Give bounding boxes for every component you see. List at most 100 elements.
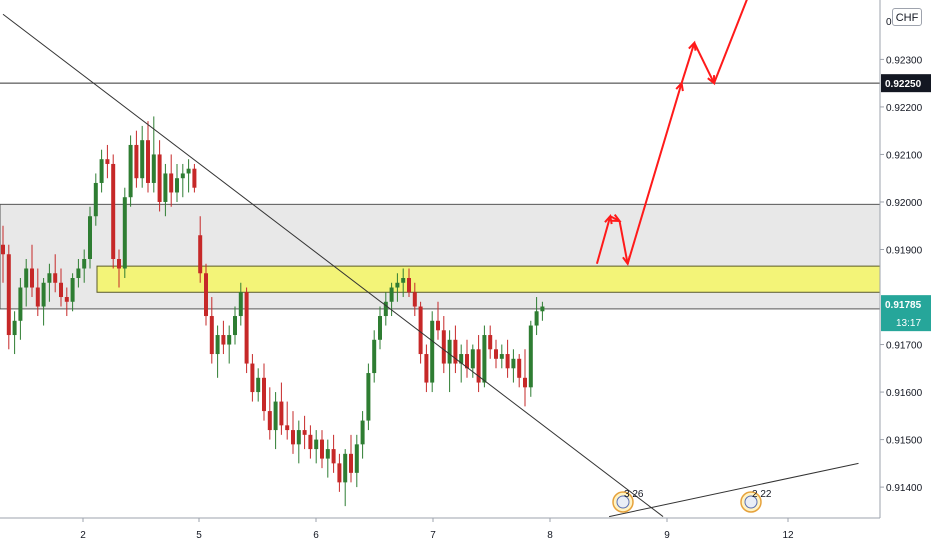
time-axis[interactable]: 2 5 6 7 8 9 12 [80, 518, 794, 541]
candle-body [470, 349, 475, 369]
candle-body [441, 330, 446, 364]
candle-body [354, 444, 359, 473]
zones [0, 203, 881, 310]
candle-body [285, 425, 290, 431]
trendlines [2, 13, 859, 518]
candle-body [494, 349, 498, 359]
candle-body [53, 273, 58, 283]
candle-body [296, 430, 301, 445]
candle-body [70, 278, 75, 302]
candle-body [6, 254, 11, 336]
y-tick-label-partial: 0 [886, 17, 892, 28]
flag-emblem-icon [744, 495, 758, 509]
projection-segment [713, 0, 748, 84]
candle-body [35, 287, 40, 307]
grey-supply-zone [0, 203, 881, 310]
candle-body [99, 159, 104, 183]
event-label: 2 22 [752, 489, 772, 500]
y-tick-label: 0.92200 [886, 103, 923, 114]
candle-body [134, 144, 139, 179]
candle-body [175, 178, 179, 193]
candle-body [331, 449, 336, 464]
candle-body [209, 316, 214, 355]
candle-body [82, 259, 87, 269]
projection-arrowhead [604, 214, 613, 225]
candle-body [465, 354, 469, 369]
projection-path [595, 0, 748, 267]
x-tick-label: 8 [547, 530, 553, 541]
candle-body [540, 306, 545, 312]
y-tick-label: 0.91900 [886, 245, 923, 256]
candle-body [528, 325, 533, 388]
candle-body [424, 354, 429, 383]
yellow-zone [96, 265, 881, 293]
candle-body [105, 159, 110, 164]
x-tick-label: 12 [782, 530, 794, 541]
candle-body [18, 287, 23, 321]
y-tick-label: 0.91600 [886, 388, 923, 399]
candle-body [453, 339, 458, 364]
candle-body [459, 354, 464, 364]
flag-emblem-icon [616, 495, 630, 509]
candle-body [505, 354, 510, 369]
candle-body [30, 268, 34, 288]
candle-body [418, 306, 423, 355]
candle-body [366, 373, 371, 421]
candle-body [511, 358, 516, 369]
candle-body [436, 320, 440, 331]
candle-body [401, 278, 406, 283]
candle-body [407, 278, 411, 293]
x-tick-label: 5 [196, 530, 202, 541]
candle-body [117, 259, 121, 269]
event-markers[interactable]: 3 26 2 22 [612, 489, 772, 513]
candle-body [192, 168, 197, 188]
descending-trendline [2, 13, 664, 517]
y-tick-label: 0.92100 [886, 150, 923, 161]
candle-body [76, 268, 81, 279]
candle-body [372, 339, 377, 374]
candle-body [157, 154, 162, 202]
price-axis[interactable]: 0.92300 0.92200 0.92100 0.92000 0.91900 0.917… [880, 17, 923, 494]
projection-segment [693, 42, 715, 84]
y-tick-label: 0.92300 [886, 55, 923, 66]
candle-body [233, 316, 237, 336]
projection-arrowhead [688, 40, 697, 51]
candle-body [523, 377, 527, 388]
candle-body [47, 273, 52, 283]
candle-body [291, 430, 295, 445]
countdown-text: 13:17 [896, 318, 921, 329]
event-label: 3 26 [624, 489, 644, 500]
candle-body [244, 292, 249, 364]
y-tick-label: 0.91500 [886, 436, 923, 447]
candle-body [198, 235, 203, 274]
candle-body [227, 335, 232, 345]
candle-body [204, 273, 208, 317]
candle-body [64, 297, 69, 302]
candle-body [517, 358, 522, 378]
candle-body [488, 335, 493, 350]
candle-body [122, 197, 127, 269]
candle-body [59, 282, 63, 298]
candle-body [482, 335, 487, 383]
candle-body [163, 173, 168, 202]
candle-body [1, 244, 5, 255]
candles [1, 116, 545, 507]
candle-body [12, 320, 17, 336]
candle-body [250, 363, 255, 393]
y-tick-label: 0.92000 [886, 198, 923, 209]
projection-segment [626, 82, 683, 265]
level-price-text: 0.92250 [885, 79, 922, 90]
candle-body [128, 144, 133, 198]
candle-body [383, 301, 388, 317]
candle-body [320, 439, 324, 459]
currency-badge[interactable]: CHF [892, 8, 922, 26]
candle-body [447, 339, 452, 364]
y-tick-label: 0.91400 [886, 483, 923, 494]
candle-body [186, 168, 191, 174]
candle-body [360, 420, 365, 445]
candle-body [262, 377, 266, 412]
x-tick-label: 9 [664, 530, 670, 541]
candle-body [308, 434, 313, 450]
candle-body [378, 316, 382, 340]
